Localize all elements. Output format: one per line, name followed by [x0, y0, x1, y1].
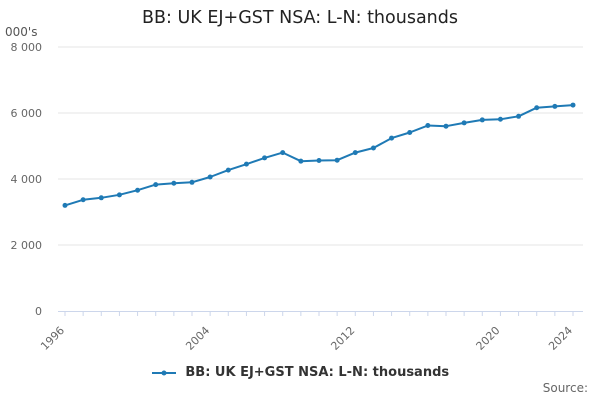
- data-point: [389, 135, 395, 141]
- data-point: [425, 123, 431, 129]
- data-point: [153, 182, 159, 188]
- data-point: [116, 192, 122, 198]
- x-tick-label: 2004: [183, 324, 212, 353]
- data-point: [407, 129, 413, 135]
- data-point: [443, 123, 449, 129]
- data-point: [80, 197, 86, 203]
- data-point: [479, 117, 485, 123]
- data-point: [171, 180, 177, 186]
- data-point: [298, 158, 304, 164]
- data-point: [570, 102, 576, 108]
- gridlines: [58, 46, 583, 246]
- x-tick-label: 2020: [474, 324, 503, 353]
- legend-swatch-icon: [151, 370, 176, 375]
- data-point: [516, 113, 522, 119]
- data-point: [98, 195, 104, 201]
- x-tick-label: 2024: [546, 324, 575, 353]
- source-label: Source:: [542, 381, 588, 395]
- data-point: [534, 105, 540, 111]
- y-tick-label: 6 000: [11, 107, 43, 120]
- y-tick-label: 2 000: [11, 239, 43, 252]
- axes: [58, 311, 583, 316]
- data-point: [352, 150, 358, 156]
- data-point: [552, 103, 558, 109]
- data-point: [262, 155, 268, 161]
- data-point: [207, 174, 213, 180]
- data-point: [334, 157, 340, 163]
- legend[interactable]: BB: UK EJ+GST NSA: L-N: thousands: [0, 365, 600, 380]
- y-tick-label: 0: [35, 305, 42, 318]
- tick-labels: 0 2 000 4 000 6 000 8 000 1996 2004 2012 2020 202…: [11, 41, 576, 353]
- y-axis-unit-label: 000's: [5, 25, 37, 39]
- chart-title: BB: UK EJ+GST NSA: L-N: thousands: [142, 8, 458, 28]
- series-line: [64, 104, 574, 207]
- data-point: [62, 202, 68, 208]
- data-point: [135, 187, 141, 193]
- y-tick-label: 8 000: [11, 41, 43, 54]
- x-tick-label: 1996: [38, 324, 67, 353]
- data-point: [370, 145, 376, 151]
- data-point: [316, 158, 322, 164]
- x-tick-label: 2012: [328, 324, 357, 353]
- data-point: [461, 120, 467, 126]
- data-point: [189, 179, 195, 185]
- data-point: [280, 150, 286, 156]
- series-layer: [62, 102, 576, 208]
- data-point: [225, 167, 231, 173]
- data-point: [243, 161, 249, 167]
- legend-label: BB: UK EJ+GST NSA: L-N: thousands: [185, 365, 450, 380]
- data-point: [497, 116, 503, 122]
- y-tick-label: 4 000: [11, 173, 43, 186]
